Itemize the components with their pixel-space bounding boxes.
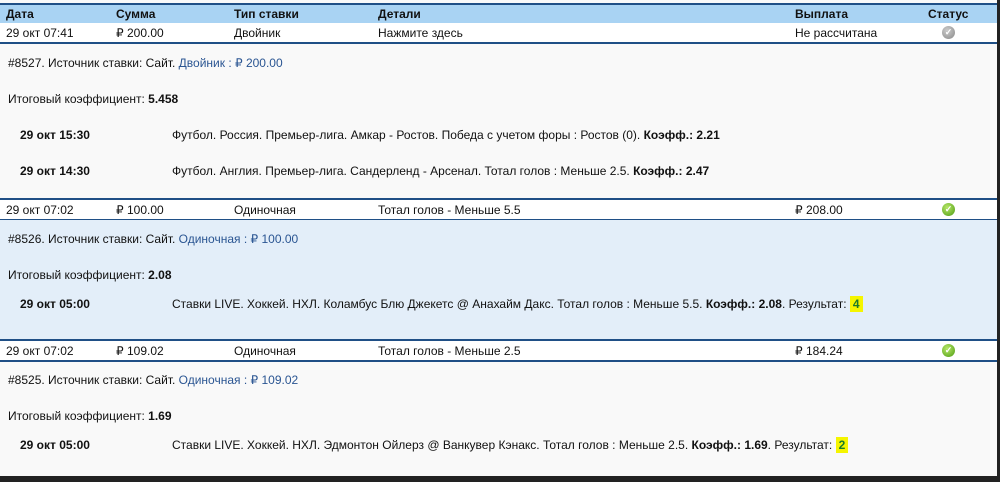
bet-amount: ₽ 100.00 (116, 203, 164, 217)
bet-payout: Не рассчитана (795, 26, 878, 40)
check-green-icon: ✓ (942, 203, 955, 216)
col-payout: Выплата (795, 7, 849, 21)
bet-type-link[interactable]: Одиночная : ₽ 100.00 (178, 232, 299, 246)
total-odds: Итоговый коэффициент: 1.69 (8, 409, 172, 423)
result-badge: 2 (835, 437, 849, 453)
selection-date: 29 окт 05:00 (20, 438, 90, 452)
bet-type-link[interactable]: Одиночная : ₽ 109.02 (178, 373, 299, 387)
col-date: Дата (6, 7, 34, 21)
total-odds: Итоговый коэффициент: 5.458 (8, 92, 179, 106)
bet-details: Тотал голов - Меньше 5.5 (378, 203, 521, 217)
bet-info: #8525. Источник ставки: Сайт. Одиночная … (8, 373, 299, 387)
selection-text: Футбол. Англия. Премьер-лига. Сандерленд… (172, 164, 710, 178)
bet-amount: ₽ 200.00 (116, 26, 164, 40)
total-odds: Итоговый коэффициент: 2.08 (8, 268, 172, 282)
bet-payout: ₽ 208.00 (795, 203, 843, 217)
bet-details-panel: #8525. Источник ставки: Сайт. Одиночная … (0, 361, 997, 476)
bet-date: 29 окт 07:41 (6, 26, 74, 40)
bet-row[interactable]: 29 окт 07:02 ₽ 100.00 Одиночная Тотал го… (0, 198, 997, 221)
bet-details-panel: #8526. Источник ставки: Сайт. Одиночная … (0, 220, 997, 339)
bet-type: Двойник (234, 26, 281, 40)
bet-type: Одиночная (234, 344, 296, 358)
check-green-icon: ✓ (942, 344, 955, 357)
selection-text: Ставки LIVE. Хоккей. НХЛ. Эдмонтон Ойлер… (172, 437, 849, 453)
col-status: Статус (928, 7, 969, 21)
bet-amount: ₽ 109.02 (116, 344, 164, 358)
bet-row[interactable]: 29 окт 07:02 ₽ 109.02 Одиночная Тотал го… (0, 339, 997, 362)
col-amount: Сумма (116, 7, 156, 21)
selection-text: Футбол. Россия. Премьер-лига. Амкар - Ро… (172, 128, 720, 142)
bet-info: #8527. Источник ставки: Сайт. Двойник : … (8, 56, 283, 70)
bet-details: Тотал голов - Меньше 2.5 (378, 344, 521, 358)
bet-type-link[interactable]: Двойник : ₽ 200.00 (178, 56, 283, 70)
col-details: Детали (378, 7, 421, 21)
bet-date: 29 окт 07:02 (6, 344, 74, 358)
col-type: Тип ставки (234, 7, 299, 21)
check-grey-icon: ✓ (942, 26, 955, 39)
result-badge: 4 (849, 296, 863, 312)
bet-payout: ₽ 184.24 (795, 344, 843, 358)
selection-date: 29 окт 05:00 (20, 297, 90, 311)
selection-text: Ставки LIVE. Хоккей. НХЛ. Коламбус Блю Д… (172, 296, 863, 312)
bet-row[interactable]: 29 окт 07:41 ₽ 200.00 Двойник Нажмите зд… (0, 23, 997, 44)
bet-type: Одиночная (234, 203, 296, 217)
bet-details[interactable]: Нажмите здесь (378, 26, 463, 40)
selection-date: 29 окт 15:30 (20, 128, 90, 142)
bet-date: 29 окт 07:02 (6, 203, 74, 217)
table-header: Дата Сумма Тип ставки Детали Выплата Ста… (0, 3, 997, 25)
bet-info: #8526. Источник ставки: Сайт. Одиночная … (8, 232, 299, 246)
selection-date: 29 окт 14:30 (20, 164, 90, 178)
bet-details-panel: #8527. Источник ставки: Сайт. Двойник : … (0, 44, 997, 198)
